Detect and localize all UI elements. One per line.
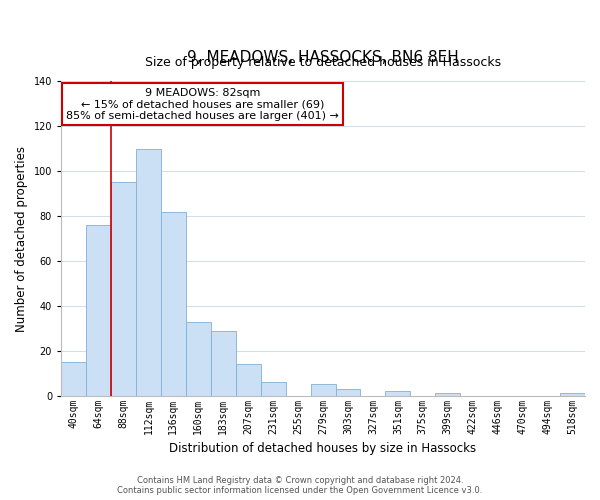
Bar [335, 389, 361, 396]
Text: Size of property relative to detached houses in Hassocks: Size of property relative to detached ho… [145, 56, 501, 69]
Bar [260, 382, 286, 396]
Text: Contains HM Land Registry data © Crown copyright and database right 2024.
Contai: Contains HM Land Registry data © Crown c… [118, 476, 482, 495]
Bar [161, 212, 186, 396]
Bar [136, 149, 161, 396]
Bar [236, 364, 260, 396]
Bar [436, 394, 460, 396]
Bar [86, 225, 111, 396]
Y-axis label: Number of detached properties: Number of detached properties [15, 146, 28, 332]
Bar [111, 182, 136, 396]
Bar [385, 391, 410, 396]
Text: 9 MEADOWS: 82sqm
← 15% of detached houses are smaller (69)
85% of semi-detached : 9 MEADOWS: 82sqm ← 15% of detached house… [66, 88, 339, 121]
Bar [211, 330, 236, 396]
Bar [186, 322, 211, 396]
Bar [311, 384, 335, 396]
X-axis label: Distribution of detached houses by size in Hassocks: Distribution of detached houses by size … [169, 442, 476, 455]
Bar [560, 394, 585, 396]
Bar [61, 362, 86, 396]
Title: 9, MEADOWS, HASSOCKS, BN6 8EH: 9, MEADOWS, HASSOCKS, BN6 8EH [187, 50, 459, 65]
